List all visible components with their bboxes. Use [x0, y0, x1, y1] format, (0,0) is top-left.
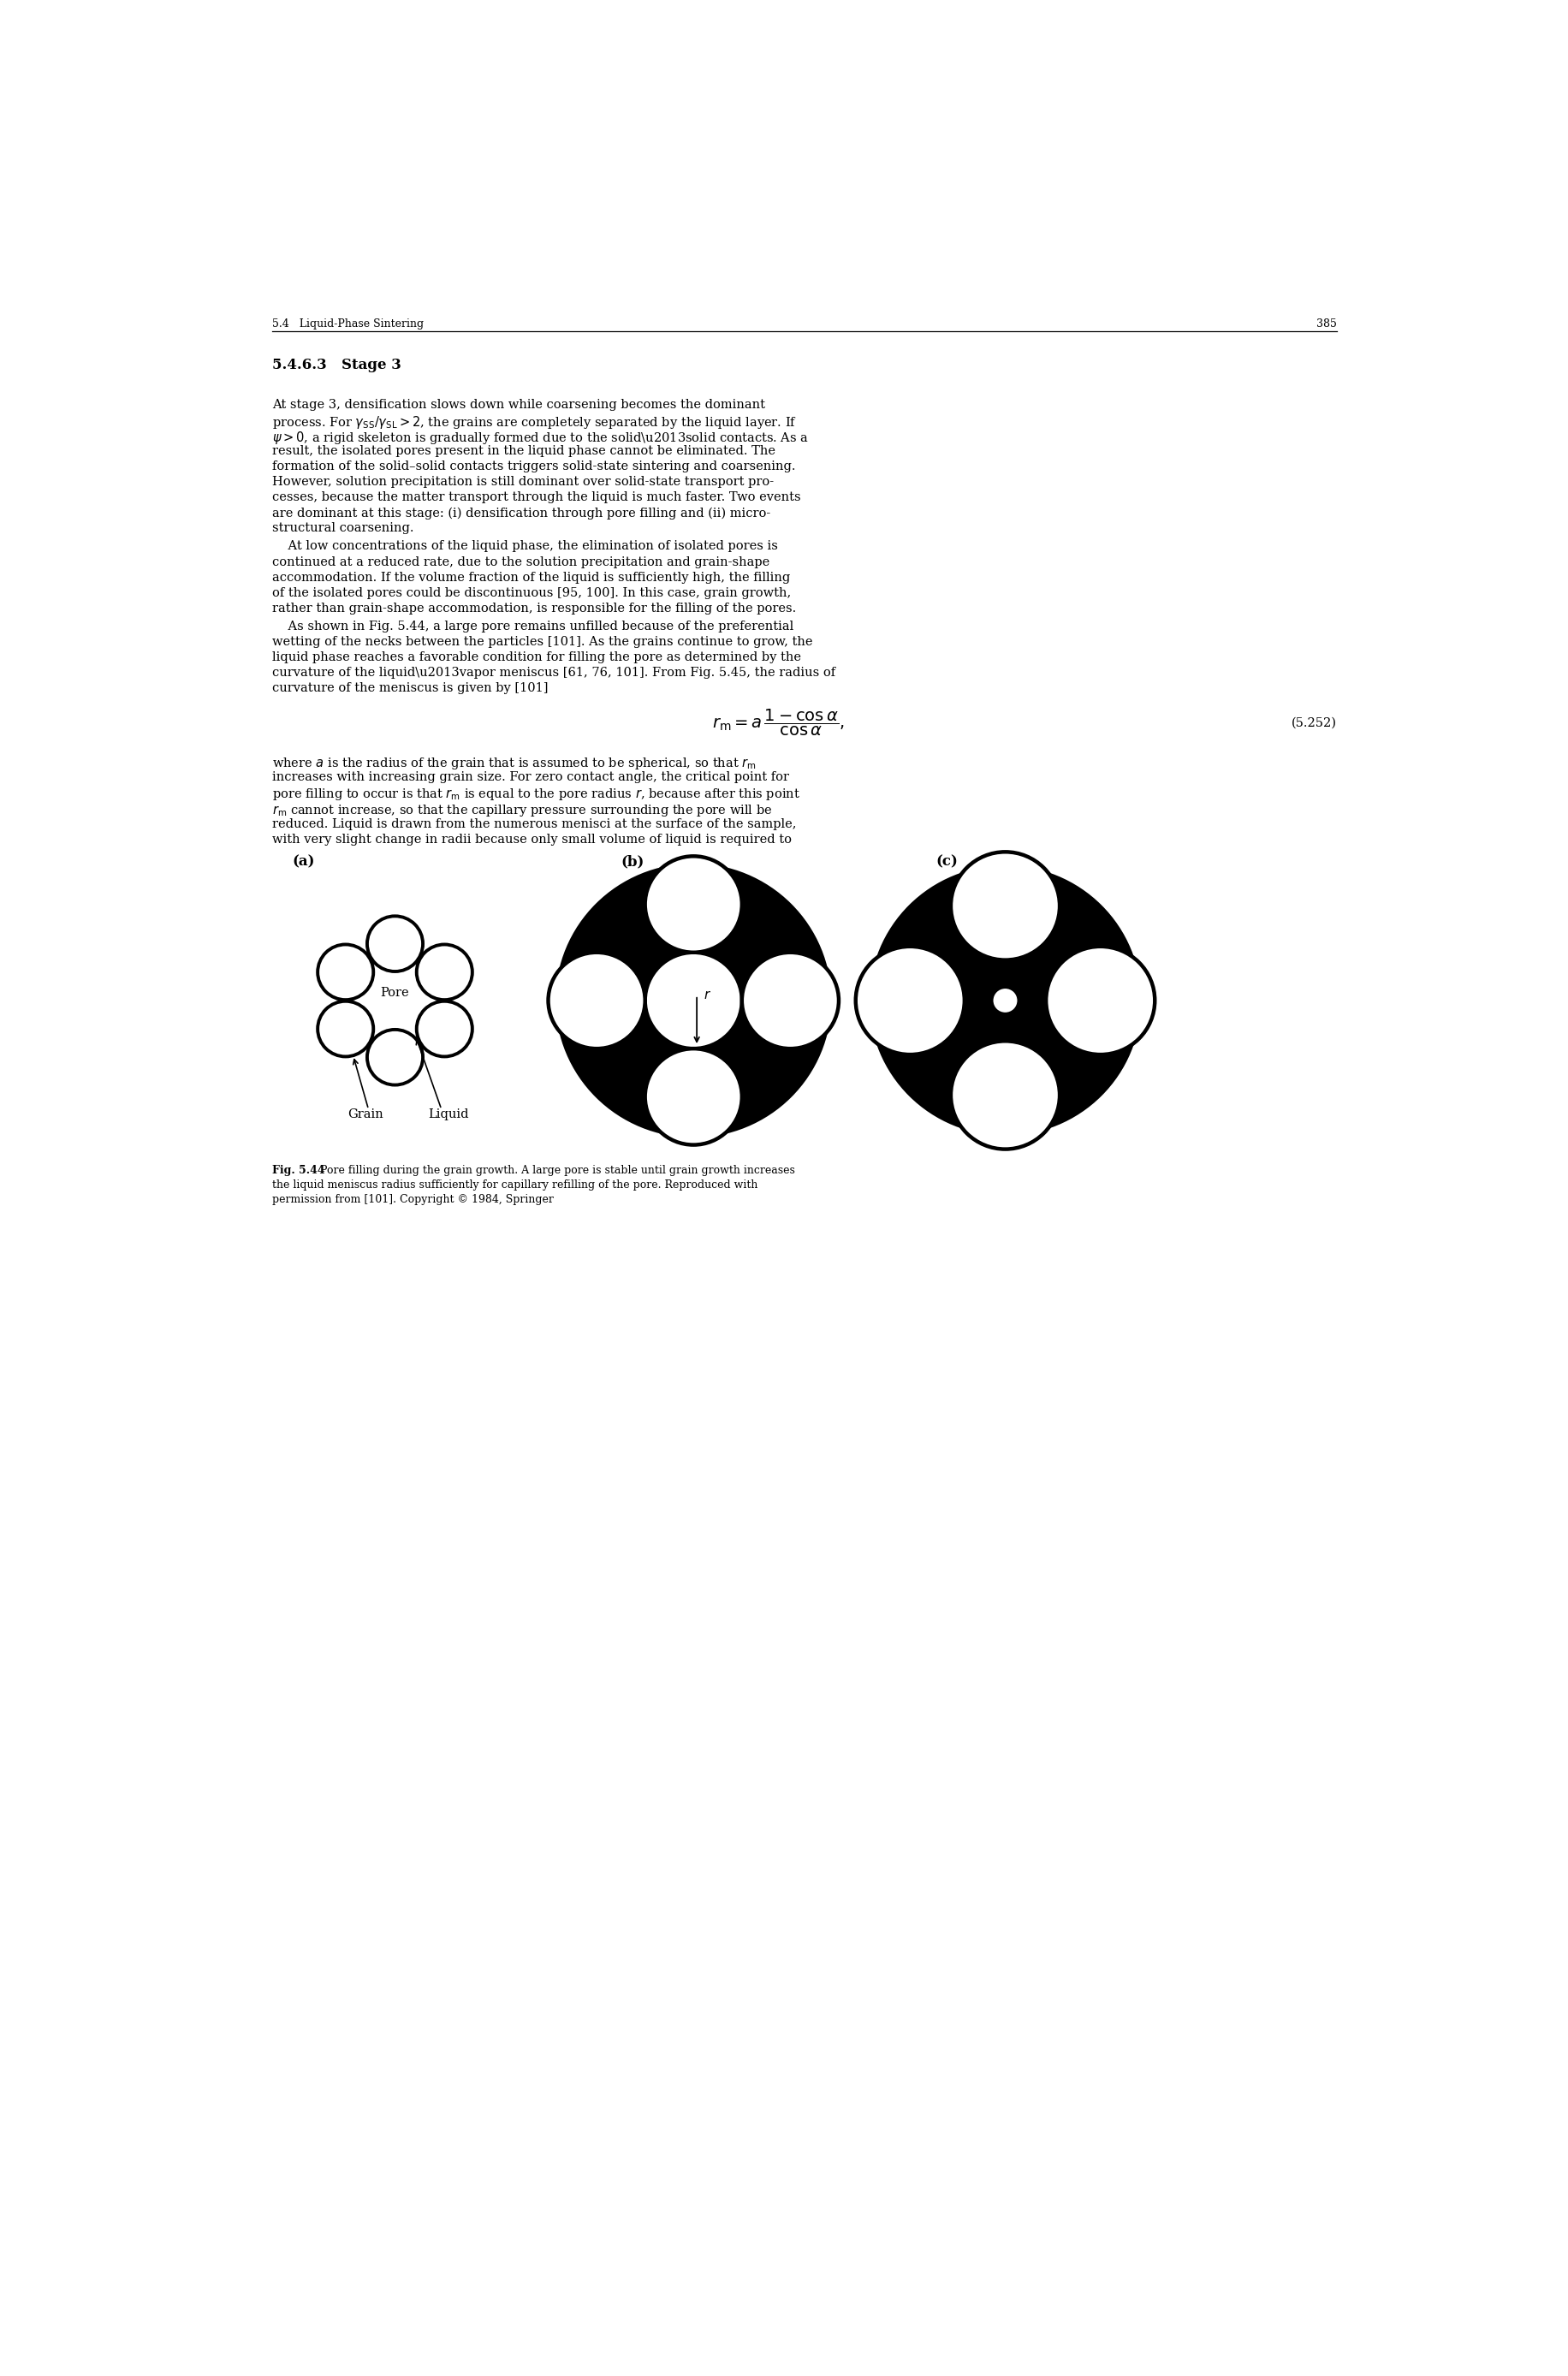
Text: are dominant at this stage: (i) densification through pore filling and (ii) micr: are dominant at this stage: (i) densific…	[273, 506, 770, 520]
Text: continued at a reduced rate, due to the solution precipitation and grain-shape: continued at a reduced rate, due to the …	[273, 556, 770, 568]
Circle shape	[856, 946, 964, 1055]
Text: cesses, because the matter transport through the liquid is much faster. Two even: cesses, because the matter transport thr…	[273, 492, 801, 504]
Text: pore filling to occur is that $r_\mathrm{m}$ is equal to the pore radius $r$, be: pore filling to occur is that $r_\mathrm…	[273, 786, 800, 803]
Text: with very slight change in radii because only small volume of liquid is required: with very slight change in radii because…	[273, 834, 792, 846]
Text: 385: 385	[1317, 318, 1338, 330]
Text: $r$: $r$	[704, 988, 712, 1000]
Text: result, the isolated pores present in the liquid phase cannot be eliminated. The: result, the isolated pores present in th…	[273, 444, 776, 456]
Text: permission from [101]. Copyright © 1984, Springer: permission from [101]. Copyright © 1984,…	[273, 1193, 554, 1205]
Circle shape	[318, 946, 373, 1000]
Text: 5.4   Liquid-Phase Sintering: 5.4 Liquid-Phase Sintering	[273, 318, 423, 330]
Text: reduced. Liquid is drawn from the numerous menisci at the surface of the sample,: reduced. Liquid is drawn from the numero…	[273, 817, 797, 829]
Text: $\psi > 0$, a rigid skeleton is gradually formed due to the solid\u2013solid con: $\psi > 0$, a rigid skeleton is graduall…	[273, 430, 809, 447]
Circle shape	[1046, 946, 1154, 1055]
Circle shape	[644, 1048, 742, 1145]
Circle shape	[549, 953, 644, 1048]
Text: (b): (b)	[621, 853, 644, 870]
Text: However, solution precipitation is still dominant over solid-state transport pro: However, solution precipitation is still…	[273, 475, 775, 487]
Text: formation of the solid–solid contacts triggers solid-state sintering and coarsen: formation of the solid–solid contacts tr…	[273, 461, 795, 473]
Circle shape	[555, 862, 831, 1138]
Text: Pore: Pore	[381, 986, 409, 998]
Text: of the isolated pores could be discontinuous [95, 100]. In this case, grain grow: of the isolated pores could be discontin…	[273, 587, 792, 599]
Circle shape	[417, 1000, 472, 1057]
Circle shape	[367, 1029, 423, 1086]
Text: process. For $\gamma_\mathrm{SS}/\gamma_\mathrm{SL} > 2$, the grains are complet: process. For $\gamma_\mathrm{SS}/\gamma_…	[273, 413, 797, 430]
Text: (5.252): (5.252)	[1292, 718, 1338, 729]
Text: At stage 3, densification slows down while coarsening becomes the dominant: At stage 3, densification slows down whi…	[273, 399, 765, 411]
Text: increases with increasing grain size. For zero contact angle, the critical point: increases with increasing grain size. Fo…	[273, 772, 789, 784]
Text: $r_\mathrm{m}$ cannot increase, so that the capillary pressure surrounding the p: $r_\mathrm{m}$ cannot increase, so that …	[273, 803, 773, 817]
Circle shape	[950, 1041, 1060, 1150]
Circle shape	[318, 1000, 373, 1057]
Circle shape	[417, 946, 472, 1000]
Text: accommodation. If the volume fraction of the liquid is sufficiently high, the fi: accommodation. If the volume fraction of…	[273, 573, 790, 584]
Text: structural coarsening.: structural coarsening.	[273, 523, 414, 535]
Circle shape	[993, 988, 1018, 1012]
Circle shape	[950, 853, 1060, 960]
Text: Grain: Grain	[347, 1107, 383, 1119]
Text: Fig. 5.44: Fig. 5.44	[273, 1164, 325, 1176]
Text: the liquid meniscus radius sufficiently for capillary refilling of the pore. Rep: the liquid meniscus radius sufficiently …	[273, 1178, 757, 1190]
Text: Liquid: Liquid	[428, 1107, 469, 1119]
Text: wetting of the necks between the particles [101]. As the grains continue to grow: wetting of the necks between the particl…	[273, 637, 812, 649]
Text: $r_\mathrm{m} = a\,\dfrac{1-\cos\alpha}{\cos\alpha},$: $r_\mathrm{m} = a\,\dfrac{1-\cos\alpha}{…	[712, 708, 844, 739]
Text: (a): (a)	[292, 853, 315, 870]
Circle shape	[644, 953, 742, 1048]
Text: (c): (c)	[936, 853, 958, 870]
Text: As shown in Fig. 5.44, a large pore remains unfilled because of the preferential: As shown in Fig. 5.44, a large pore rema…	[273, 620, 793, 632]
Circle shape	[644, 855, 742, 953]
Text: curvature of the liquid\u2013vapor meniscus [61, 76, 101]. From Fig. 5.45, the r: curvature of the liquid\u2013vapor menis…	[273, 668, 836, 680]
Text: liquid phase reaches a favorable condition for filling the pore as determined by: liquid phase reaches a favorable conditi…	[273, 651, 801, 663]
Circle shape	[869, 865, 1142, 1136]
Text: curvature of the meniscus is given by [101]: curvature of the meniscus is given by [1…	[273, 682, 549, 694]
Circle shape	[367, 917, 423, 972]
Circle shape	[742, 953, 839, 1048]
Text: At low concentrations of the liquid phase, the elimination of isolated pores is: At low concentrations of the liquid phas…	[273, 539, 778, 554]
Text: Pore filling during the grain growth. A large pore is stable until grain growth : Pore filling during the grain growth. A …	[314, 1164, 795, 1176]
Text: rather than grain-shape accommodation, is responsible for the filling of the por: rather than grain-shape accommodation, i…	[273, 604, 797, 615]
Text: where $a$ is the radius of the grain that is assumed to be spherical, so that $r: where $a$ is the radius of the grain tha…	[273, 756, 756, 772]
Text: 5.4.6.3   Stage 3: 5.4.6.3 Stage 3	[273, 359, 401, 373]
